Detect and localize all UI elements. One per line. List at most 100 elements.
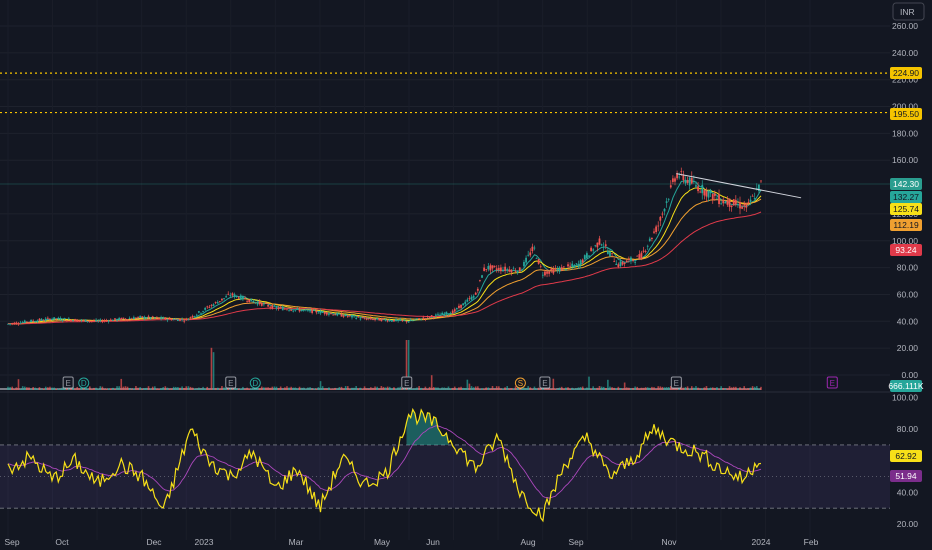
rsi-indicator [7, 407, 762, 523]
candle-body [527, 254, 530, 256]
rsi-axis-tick: 40.00 [897, 487, 919, 497]
candle-body [458, 305, 460, 308]
candle-body [732, 199, 735, 206]
volume-bar [326, 388, 328, 390]
volume-bar [642, 387, 645, 390]
volume-bar [414, 388, 416, 390]
volume-bar [359, 387, 362, 390]
trendline[interactable] [676, 173, 802, 199]
candle-body [671, 178, 674, 182]
volume-bar [246, 387, 248, 390]
candle-body [474, 292, 477, 295]
candle-body [617, 264, 620, 268]
price-tag-label: 93.24 [895, 245, 917, 255]
volume-bar [604, 388, 607, 390]
candle-body [65, 320, 68, 322]
volume-bar [607, 379, 609, 390]
candle-body [244, 298, 246, 300]
candle-body [11, 323, 14, 325]
volume-bar [363, 386, 366, 390]
candle-body [588, 255, 590, 257]
volume-bar [181, 386, 183, 390]
candle-body [382, 318, 385, 320]
candle-body [271, 305, 274, 309]
candle-body [598, 238, 601, 245]
price-tag-box [890, 178, 922, 190]
currency-button-box[interactable] [892, 2, 925, 21]
volume-bar [479, 388, 481, 390]
candle-body [267, 305, 269, 307]
time-axis-label: Nov [661, 537, 677, 547]
candle-body [252, 301, 255, 303]
volume-bar [120, 378, 123, 390]
volume-bar [391, 388, 393, 390]
volume-bar [500, 388, 502, 390]
candle-body [304, 309, 307, 311]
volume-bar [630, 388, 632, 390]
candle-body [441, 312, 444, 315]
candle-body [506, 269, 509, 270]
candle-body [174, 318, 177, 320]
volume-bar [598, 386, 601, 390]
candle-body [237, 297, 240, 299]
currency-button[interactable]: INR [892, 2, 925, 21]
candle-body [428, 317, 431, 318]
volume-bar [483, 388, 485, 390]
time-axis[interactable]: Sep Oct Dec 2023 Mar May Jun Aug Sep Nov 2024 Feb [4, 537, 818, 547]
price-tag-label: 112.19 [893, 220, 919, 230]
volume-bar [70, 387, 72, 390]
candle-body [565, 269, 567, 271]
candle-body [76, 319, 79, 322]
candle-body [386, 320, 389, 322]
candle-body [168, 317, 171, 319]
candle-body [93, 320, 95, 322]
candle-body [734, 199, 737, 205]
candle-body [577, 264, 580, 268]
candle-body [189, 317, 192, 318]
volume-bar [632, 387, 634, 390]
volume-bar [292, 387, 295, 390]
volume-bar [451, 387, 454, 390]
candle-body [535, 258, 538, 259]
price-axis[interactable]: 260.00240.00220.00200.00180.00160.00120.… [892, 21, 918, 529]
candle-body [250, 298, 253, 302]
candle-body [204, 307, 207, 310]
rsi-axis-tick: 20.00 [897, 519, 919, 529]
candle-body [191, 316, 194, 318]
volume-bar [19, 388, 22, 390]
candle-body [317, 312, 320, 314]
volume-bar [615, 388, 618, 390]
candle-body [53, 317, 56, 320]
candle-body [676, 173, 678, 179]
volume-bar [294, 387, 297, 390]
volume-bar [726, 388, 729, 390]
volume-bar [663, 387, 666, 390]
candle-body [208, 306, 211, 308]
candle-body [227, 293, 230, 295]
candle-body [233, 294, 236, 298]
volume-bar [374, 386, 376, 390]
candle-body [514, 271, 517, 273]
volume-bar [370, 387, 372, 390]
volume-bar [164, 386, 167, 390]
volume-bar [30, 388, 32, 390]
candle-body [328, 313, 330, 315]
candle-body [42, 320, 45, 322]
volume-bar [244, 388, 246, 390]
candle-body [355, 317, 358, 319]
volume-bar [198, 387, 200, 390]
candle-body [248, 299, 251, 303]
volume-bar [17, 379, 20, 390]
candle-body [44, 318, 47, 321]
candle-body [307, 309, 309, 311]
candle-body [114, 318, 116, 320]
volume-bar [512, 388, 515, 390]
candle-body [359, 318, 362, 320]
volume-bar [40, 388, 43, 390]
volume-bar [703, 387, 706, 390]
candle-body [19, 322, 22, 324]
candle-body [51, 319, 53, 320]
volume-bar [346, 386, 349, 390]
volume-bar [166, 387, 169, 390]
